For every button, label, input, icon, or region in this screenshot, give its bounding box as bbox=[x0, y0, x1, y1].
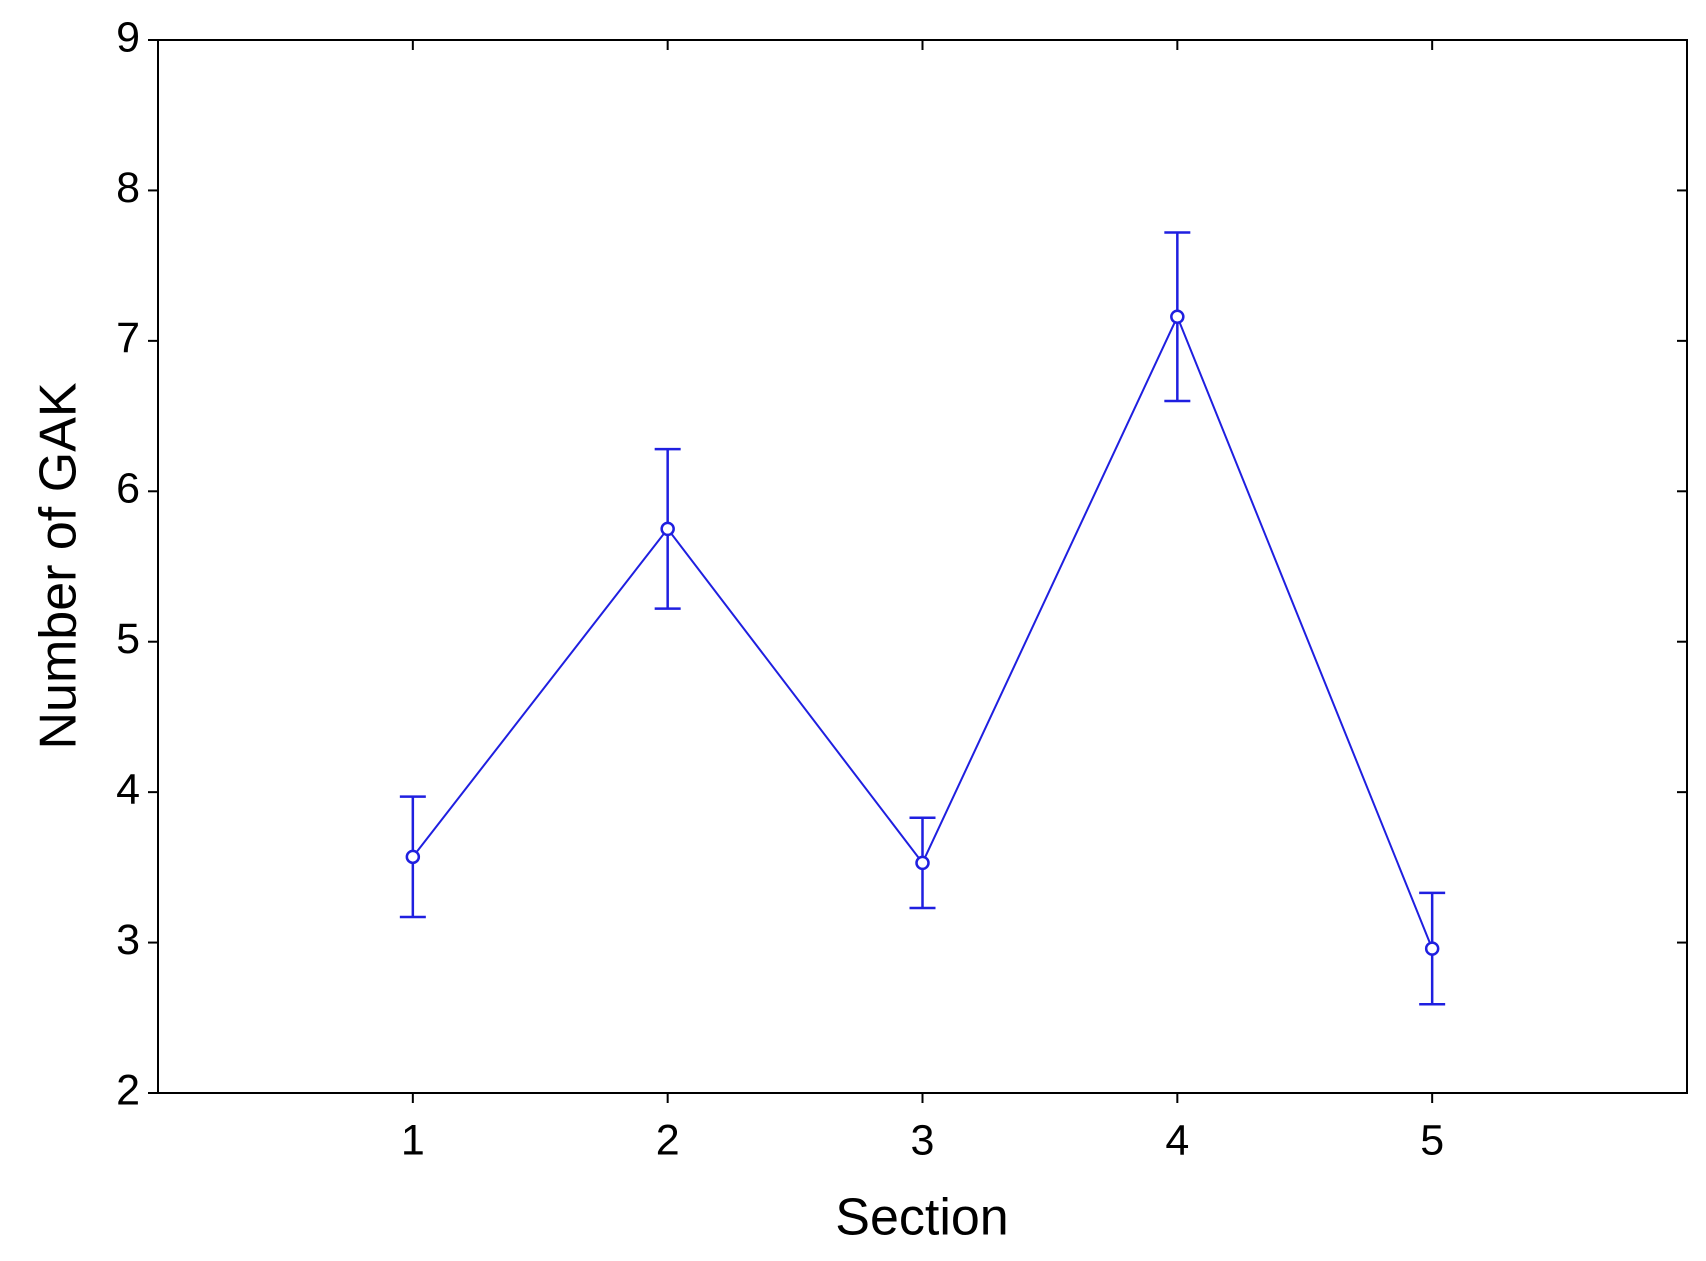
plot-frame bbox=[157, 39, 1688, 1094]
x-tick-label: 2 bbox=[656, 1116, 680, 1164]
data-point bbox=[660, 521, 675, 537]
y-tick-label: 7 bbox=[116, 314, 140, 362]
data-point bbox=[915, 855, 930, 871]
x-tick-label: 4 bbox=[1165, 1116, 1189, 1164]
y-tick-label: 2 bbox=[116, 1066, 140, 1114]
data-point bbox=[405, 849, 421, 865]
y-tick-label: 8 bbox=[116, 164, 140, 212]
y-tick-label: 5 bbox=[116, 615, 140, 663]
x-tick-label: 1 bbox=[401, 1116, 425, 1164]
y-tick-label: 9 bbox=[116, 13, 140, 61]
x-axis-title: Section bbox=[835, 1189, 1008, 1247]
y-tick-label: 4 bbox=[116, 766, 140, 814]
x-tick-label: 5 bbox=[1420, 1116, 1444, 1164]
x-tick-label: 3 bbox=[911, 1116, 935, 1164]
y-tick-label: 6 bbox=[116, 465, 140, 513]
y-axis-title: Number of GAK bbox=[30, 382, 88, 749]
data-point bbox=[1424, 941, 1440, 956]
y-tick-label: 3 bbox=[116, 916, 140, 964]
data-point bbox=[1170, 309, 1185, 325]
